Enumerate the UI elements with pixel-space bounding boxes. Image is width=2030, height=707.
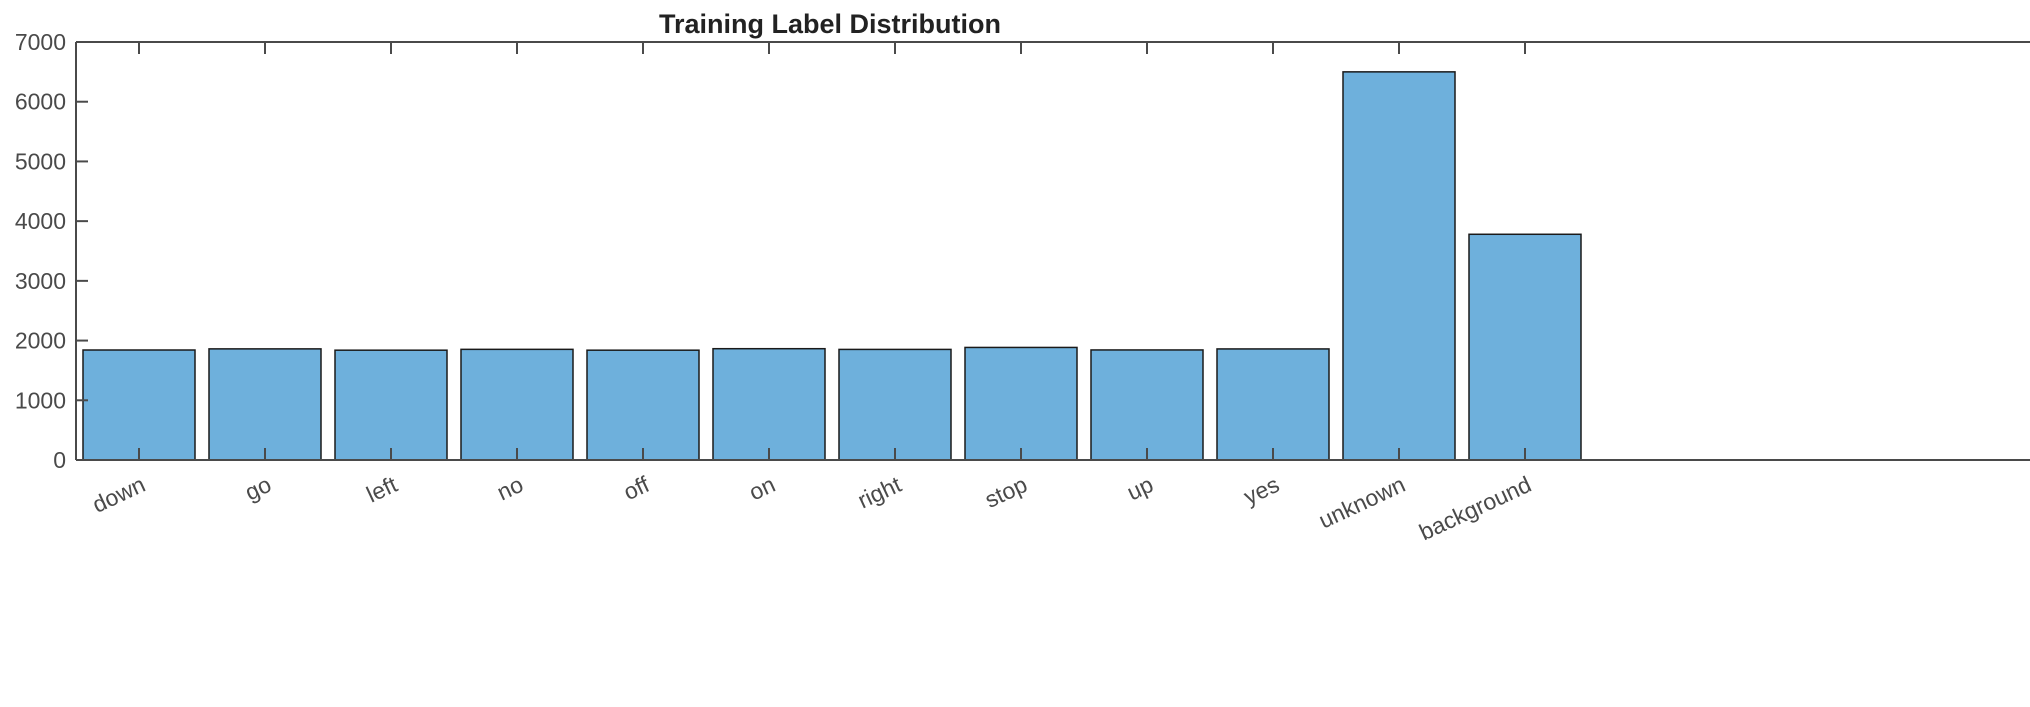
xtick-label-left: left bbox=[362, 471, 401, 508]
bar-background bbox=[1468, 233, 1582, 461]
xtick-label-no: no bbox=[493, 471, 527, 505]
xtick-label-stop: stop bbox=[981, 471, 1031, 513]
xtick-label-right: right bbox=[854, 471, 906, 514]
ytick-label-3000: 3000 bbox=[15, 268, 66, 294]
ytick-label-2000: 2000 bbox=[15, 328, 66, 354]
xtick-label-go: go bbox=[241, 471, 275, 505]
xtick-label-unknown: unknown bbox=[1315, 471, 1409, 533]
bar-left bbox=[334, 349, 448, 461]
bar-stop bbox=[964, 346, 1078, 461]
bar-go bbox=[208, 348, 322, 461]
bar-right bbox=[838, 348, 952, 461]
ytick-label-7000: 7000 bbox=[15, 29, 66, 55]
xtick-label-off: off bbox=[619, 471, 653, 505]
xtick-label-background: background bbox=[1415, 471, 1535, 545]
bar-yes bbox=[1216, 348, 1330, 461]
ytick-label-1000: 1000 bbox=[15, 387, 66, 413]
bar-unknown bbox=[1342, 71, 1456, 461]
xtick-label-down: down bbox=[88, 471, 149, 518]
ytick-label-0: 0 bbox=[53, 447, 66, 473]
xtick-label-up: up bbox=[1123, 471, 1157, 505]
plot-area: 0 1000 2000 3000 4000 5000 6000 7000 down go left n… bbox=[15, 29, 2030, 545]
xtick-label-on: on bbox=[745, 471, 779, 505]
bar-down bbox=[82, 349, 196, 461]
bar-no bbox=[460, 348, 574, 461]
xtick-label-yes: yes bbox=[1240, 471, 1283, 510]
bar-on bbox=[712, 347, 826, 461]
ytick-label-5000: 5000 bbox=[15, 148, 66, 174]
ytick-label-4000: 4000 bbox=[15, 208, 66, 234]
chart-title: Training Label Distribution bbox=[659, 9, 1001, 39]
ytick-label-6000: 6000 bbox=[15, 89, 66, 115]
bar-off bbox=[586, 349, 700, 461]
bar-up bbox=[1090, 349, 1204, 461]
